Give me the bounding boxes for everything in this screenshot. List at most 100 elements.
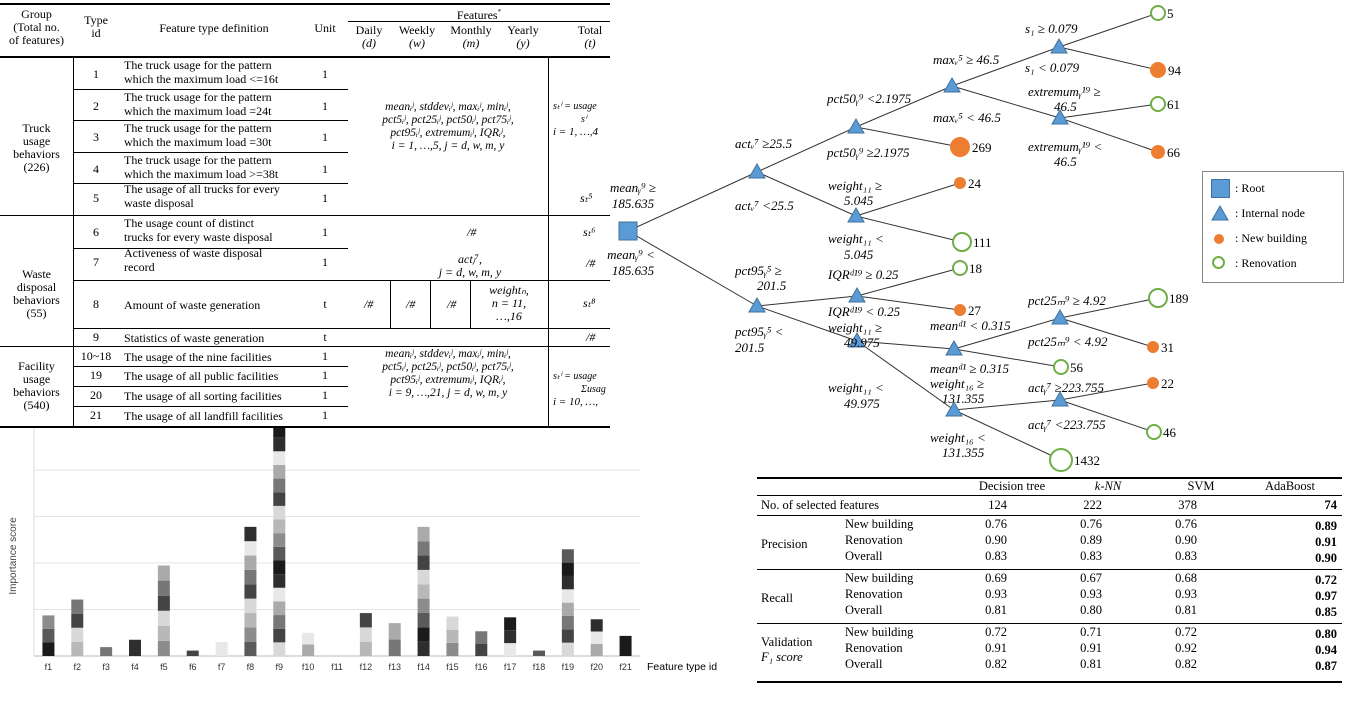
leaf-count: 46 [1163, 425, 1177, 440]
split-label: 131.355 [942, 445, 985, 460]
feature-table: Group (Total no. of features) Type id Fe… [0, 0, 610, 430]
renovation-leaf [1053, 359, 1069, 375]
importance-bar-segment [71, 613, 84, 628]
split-label: weight₁₁ ≥ [828, 178, 882, 193]
row-label: Recall [761, 591, 793, 605]
importance-bar-segment [561, 602, 574, 616]
importance-bar-segment [561, 629, 574, 643]
sub-label: New building [845, 571, 914, 585]
unit: 1 [322, 191, 328, 205]
header-weekly: Weekly (w) [398, 23, 436, 50]
x-tick-label: f4 [131, 662, 139, 672]
new-building-leaf [954, 304, 966, 316]
internal-node [748, 162, 766, 179]
value-cell: 0.90 [985, 533, 1007, 547]
importance-bar-segment [157, 625, 170, 641]
importance-bar-segment [157, 595, 170, 611]
value-cell: 0.67 [1080, 571, 1102, 585]
importance-bar-segment [244, 627, 257, 642]
value-cell: 74 [1324, 498, 1338, 512]
tree-edge [1059, 103, 1159, 119]
x-tick-label: f14 [417, 662, 430, 672]
importance-bar-segment [417, 641, 430, 656]
leaf-count: 31 [1161, 340, 1174, 355]
split-label: extremumᵧ¹⁹ ≥ [1028, 84, 1101, 99]
importance-bar-segment [388, 639, 401, 656]
importance-bar-segment [446, 642, 459, 656]
type-id: 3 [93, 130, 99, 144]
header-daily: Daily (d) [355, 23, 383, 50]
importance-bar-segment [619, 635, 632, 656]
split-label: IQRᵈ¹⁹ ≥ 0.25 [827, 267, 899, 282]
leaf-count: 18 [969, 261, 982, 276]
split-label: s₁ < 0.079 [1025, 60, 1080, 75]
importance-bar-segment [475, 643, 488, 656]
truck-feature-formulas: meanᵢʲ, stddevᵢʲ, maxᵢʲ, minᵢʲ, pct5ᵢʲ, p… [382, 101, 514, 152]
importance-bar-segment [273, 574, 286, 588]
value-cell: 0.91 [1080, 641, 1102, 655]
unit: 1 [322, 388, 328, 402]
importance-bar-segment [273, 437, 286, 452]
x-tick-label: f8 [247, 662, 255, 672]
type-id: 2 [93, 99, 99, 113]
x-tick-label: f12 [360, 662, 373, 672]
renovation-leaf [952, 232, 972, 252]
importance-bar-segment [273, 533, 286, 547]
total-s5: sₜ⁵ [580, 191, 593, 205]
value-cell: 0.76 [1080, 517, 1102, 531]
importance-bar-segment [157, 610, 170, 626]
importance-bar-segment [215, 642, 228, 656]
renovation-leaf [1146, 424, 1162, 440]
x-tick-label: f10 [302, 662, 315, 672]
value-cell: 0.85 [1315, 605, 1337, 619]
tree-edge [953, 409, 1062, 461]
value-cell: 0.82 [985, 657, 1007, 671]
slash-row7-total: /# [586, 256, 596, 270]
column-header: Decision tree [978, 479, 1046, 493]
importance-bar-segment [417, 555, 430, 570]
importance-bar-segment [302, 644, 315, 656]
tree-edge [951, 46, 1060, 87]
importance-bar-segment [157, 640, 170, 656]
unit: 1 [322, 255, 328, 269]
importance-bar-segment [244, 598, 257, 613]
split-label: 185.635 [612, 196, 655, 211]
value-cell: 0.90 [1175, 533, 1197, 547]
importance-bar-segment [273, 478, 286, 493]
total-s8: sₜ⁸ [583, 296, 596, 310]
split-label: extremumᵧ¹⁹ < [1028, 139, 1102, 154]
x-tick-label: f11 [331, 662, 343, 672]
unit: t [323, 330, 327, 344]
type-id: 8 [93, 297, 99, 311]
tree-edge [756, 305, 858, 342]
split-label: IQRᵈ¹⁹ < 0.25 [827, 304, 901, 319]
importance-bar-segment [244, 641, 257, 656]
importance-bar-segment [417, 584, 430, 599]
column-header: AdaBoost [1265, 479, 1315, 493]
split-label: 201.5 [757, 278, 787, 293]
importance-bar-segment [42, 615, 55, 629]
type-id: 6 [93, 225, 99, 239]
slash-monthly: /# [447, 297, 457, 311]
tree-edge [855, 126, 961, 148]
tree-edge [756, 295, 858, 307]
new-building-leaf [1150, 62, 1166, 78]
renovation-leaf [1150, 96, 1166, 112]
split-label: weight₁₁ < [828, 380, 884, 395]
sub-label: New building [845, 517, 914, 531]
new-building-leaf [1151, 145, 1165, 159]
internal-node [847, 206, 865, 223]
importance-bar-segment [446, 616, 459, 630]
leaf-count: 1432 [1074, 453, 1100, 468]
importance-bar-segment [359, 641, 372, 656]
split-label: 46.5 [1054, 154, 1077, 169]
value-cell: 0.81 [1080, 657, 1102, 671]
tree-edge [1059, 317, 1154, 348]
x-tick-label: f5 [160, 662, 168, 672]
split-label: pct25ₘ⁹ ≥ 4.92 [1027, 293, 1106, 308]
value-cell: 0.93 [985, 587, 1007, 601]
internal-node [943, 76, 961, 93]
results-table: Decision tree k-NN SVM AdaBoost No. of selec… [757, 475, 1342, 685]
new-building-leaf [1147, 341, 1159, 353]
tree-edge [855, 182, 961, 217]
